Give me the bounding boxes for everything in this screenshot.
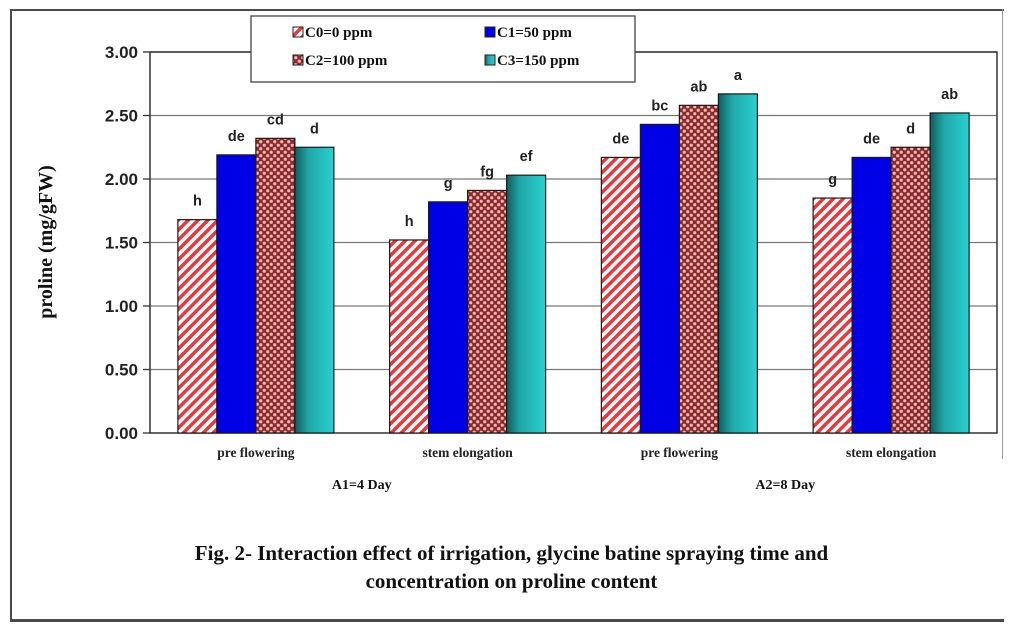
significance-letter: de bbox=[863, 131, 880, 147]
y-tick-label: 0.50 bbox=[105, 361, 138, 380]
y-tick-label: 3.00 bbox=[105, 43, 138, 62]
significance-letter: g bbox=[828, 172, 837, 188]
bar bbox=[600, 156, 641, 434]
bar bbox=[678, 104, 719, 434]
significance-letter: ef bbox=[520, 149, 533, 165]
y-tick-label: 2.50 bbox=[105, 107, 138, 126]
significance-letter: bc bbox=[651, 98, 668, 114]
x-group-label: A1=4 Day bbox=[332, 478, 392, 493]
data-labels: h de cd d h g fg ef de bc ab a g de d ab bbox=[193, 68, 958, 230]
figure-frame-top bbox=[10, 9, 1004, 11]
legend-label: C0=0 ppm bbox=[305, 25, 373, 41]
significance-letter: h bbox=[193, 194, 202, 210]
x-axis-groups: A1=4 Day A2=8 Day bbox=[332, 478, 815, 493]
figure-caption-line-2: concentration on proline content bbox=[365, 569, 658, 593]
figure-frame-bottom bbox=[10, 619, 1004, 622]
bar-chart: 0.00 0.50 1.00 1.50 2.00 2.50 3.00 proline (mg… bbox=[35, 15, 998, 493]
legend-label: C1=50 ppm bbox=[497, 25, 572, 41]
significance-letter: g bbox=[444, 176, 453, 192]
significance-letter: de bbox=[612, 131, 629, 147]
y-tick-label: 0.00 bbox=[105, 424, 138, 443]
bar bbox=[890, 146, 931, 434]
bar bbox=[639, 123, 680, 434]
legend-swatch bbox=[292, 54, 304, 66]
bar bbox=[216, 154, 257, 434]
bars bbox=[177, 93, 970, 434]
significance-letter: d bbox=[906, 121, 915, 137]
x-category-label: pre flowering bbox=[641, 445, 719, 460]
bar bbox=[467, 189, 508, 434]
significance-letter: h bbox=[405, 214, 414, 230]
bar bbox=[929, 112, 970, 434]
bar bbox=[255, 137, 296, 434]
x-axis-categories: pre flowering stem elongation pre flowerin… bbox=[217, 445, 937, 460]
y-axis-ticks: 0.00 0.50 1.00 1.50 2.00 2.50 3.00 bbox=[105, 43, 150, 443]
legend-swatch bbox=[484, 26, 496, 38]
x-category-label: pre flowering bbox=[217, 445, 295, 460]
significance-letter: ab bbox=[941, 87, 958, 103]
significance-letter: ab bbox=[690, 79, 707, 95]
y-tick-label: 1.00 bbox=[105, 297, 138, 316]
y-tick-label: 2.00 bbox=[105, 170, 138, 189]
bar bbox=[294, 146, 335, 434]
bar bbox=[812, 197, 853, 434]
bar bbox=[428, 201, 469, 434]
significance-letter: a bbox=[734, 68, 743, 84]
bar bbox=[717, 93, 758, 434]
significance-letter: cd bbox=[267, 112, 284, 128]
x-group-label: A2=8 Day bbox=[755, 478, 815, 493]
legend-box bbox=[250, 15, 636, 83]
bar bbox=[506, 174, 547, 434]
y-axis-label: proline (mg/gFW) bbox=[35, 165, 57, 319]
figure-frame-right bbox=[1002, 9, 1003, 459]
legend-swatch bbox=[292, 26, 304, 38]
bar bbox=[177, 219, 218, 434]
x-category-label: stem elongation bbox=[422, 445, 513, 460]
x-category-label: stem elongation bbox=[846, 445, 937, 460]
bar bbox=[389, 239, 430, 434]
legend-label: C3=150 ppm bbox=[497, 53, 580, 69]
significance-letter: d bbox=[310, 121, 319, 137]
significance-letter: de bbox=[228, 129, 245, 145]
figure-frame-left bbox=[10, 9, 12, 622]
legend-label: C2=100 ppm bbox=[305, 53, 388, 69]
y-tick-label: 1.50 bbox=[105, 234, 138, 253]
legend-swatch bbox=[484, 54, 496, 66]
bar bbox=[851, 156, 892, 434]
significance-letter: fg bbox=[480, 164, 494, 180]
figure-caption-line-1: Fig. 2- Interaction effect of irrigation… bbox=[194, 541, 829, 565]
legend: C0=0 ppm C1=50 ppm C2=100 ppm C3=150 ppm bbox=[250, 15, 636, 83]
